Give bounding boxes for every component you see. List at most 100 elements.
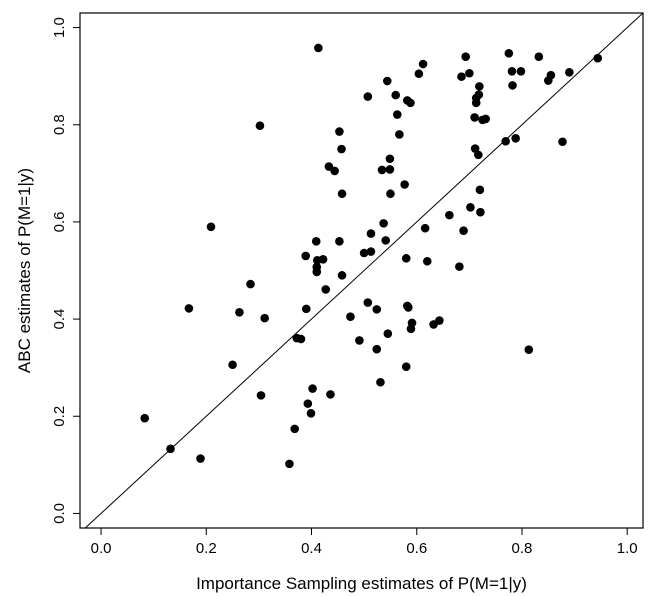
data-point [508, 81, 517, 90]
data-point [303, 399, 313, 408]
data-point [470, 113, 479, 122]
data-point [260, 313, 269, 323]
data-point [445, 210, 454, 220]
data-point [435, 316, 444, 325]
data-point [312, 267, 322, 277]
data-point [501, 136, 510, 146]
x-tick-label: 0.8 [512, 540, 533, 557]
points-layer [140, 43, 603, 469]
data-point [459, 226, 468, 235]
data-point [355, 336, 364, 345]
data-point [246, 279, 255, 289]
data-point [401, 362, 411, 371]
data-point [401, 254, 411, 263]
x-tick-label: 1.0 [617, 540, 638, 557]
data-point [318, 255, 328, 264]
data-point [382, 76, 392, 86]
y-axis-title: ABC estimates of P(M=1|y) [15, 168, 34, 373]
y-tick-label: 0.0 [51, 503, 68, 524]
data-point [461, 52, 470, 62]
data-point [465, 68, 474, 78]
data-point [335, 237, 344, 246]
data-point [404, 303, 413, 312]
data-point [285, 459, 294, 469]
y-axis: 0.0 0.2 0.4 0.6 0.8 1.0 [51, 17, 80, 524]
data-point [534, 52, 544, 62]
data-point [420, 223, 430, 233]
identity-reference-line [84, 12, 644, 529]
data-point [524, 345, 534, 354]
data-point [481, 114, 490, 124]
data-point [511, 134, 520, 143]
data-point [381, 236, 391, 245]
y-tick-label: 0.4 [51, 309, 68, 330]
data-point [330, 166, 339, 176]
data-point [418, 59, 428, 69]
data-point [377, 165, 387, 175]
data-point [400, 180, 409, 189]
data-point [337, 144, 346, 154]
data-point [406, 98, 415, 108]
data-point [471, 98, 481, 108]
data-point [386, 189, 395, 199]
data-point [346, 312, 355, 321]
data-point [422, 256, 432, 266]
data-point [372, 344, 382, 354]
data-point [311, 237, 321, 246]
data-point [392, 110, 402, 119]
data-point [337, 189, 347, 199]
data-point [359, 248, 369, 258]
x-tick-label: 0.6 [406, 540, 427, 557]
data-point [366, 229, 376, 238]
x-axis: 0.0 0.2 0.4 0.6 0.8 1.0 [91, 528, 638, 557]
y-tick-label: 0.2 [51, 406, 68, 427]
y-tick-label: 0.8 [51, 114, 68, 135]
data-point [255, 121, 265, 131]
x-tick-label: 0.0 [91, 540, 112, 557]
data-point [474, 90, 484, 99]
data-point [363, 298, 373, 307]
data-point [565, 67, 574, 77]
data-point [383, 329, 393, 338]
data-point [228, 360, 237, 370]
data-point [593, 53, 603, 63]
data-point [372, 305, 382, 314]
data-point [366, 247, 376, 256]
data-point [546, 70, 556, 80]
data-point [301, 304, 311, 314]
data-point [206, 222, 216, 232]
data-point [314, 43, 323, 53]
data-point [474, 150, 483, 160]
data-point [376, 377, 385, 387]
data-point [475, 82, 484, 91]
data-point [337, 271, 347, 280]
data-point [296, 334, 306, 344]
plot-frame [79, 12, 644, 529]
data-point [455, 262, 464, 271]
y-tick-label: 1.0 [51, 17, 68, 38]
data-point [475, 185, 485, 195]
data-point [196, 454, 205, 463]
data-point [306, 409, 316, 418]
data-point [476, 207, 485, 217]
data-point [504, 49, 514, 58]
data-point [256, 391, 266, 400]
data-point [184, 304, 194, 313]
data-point [379, 219, 388, 228]
data-point [363, 92, 373, 101]
data-point [326, 390, 335, 399]
x-tick-label: 0.2 [196, 540, 217, 557]
data-point [507, 67, 517, 76]
data-point [321, 285, 331, 294]
data-point [301, 251, 311, 261]
data-point [457, 72, 466, 81]
data-point [516, 67, 526, 76]
data-point [385, 165, 395, 174]
data-point [395, 130, 404, 139]
data-point [466, 203, 475, 212]
data-point [290, 424, 299, 434]
data-point [391, 90, 401, 100]
y-tick-label: 0.6 [51, 211, 68, 232]
data-point [385, 154, 395, 164]
x-tick-label: 0.4 [301, 540, 322, 557]
